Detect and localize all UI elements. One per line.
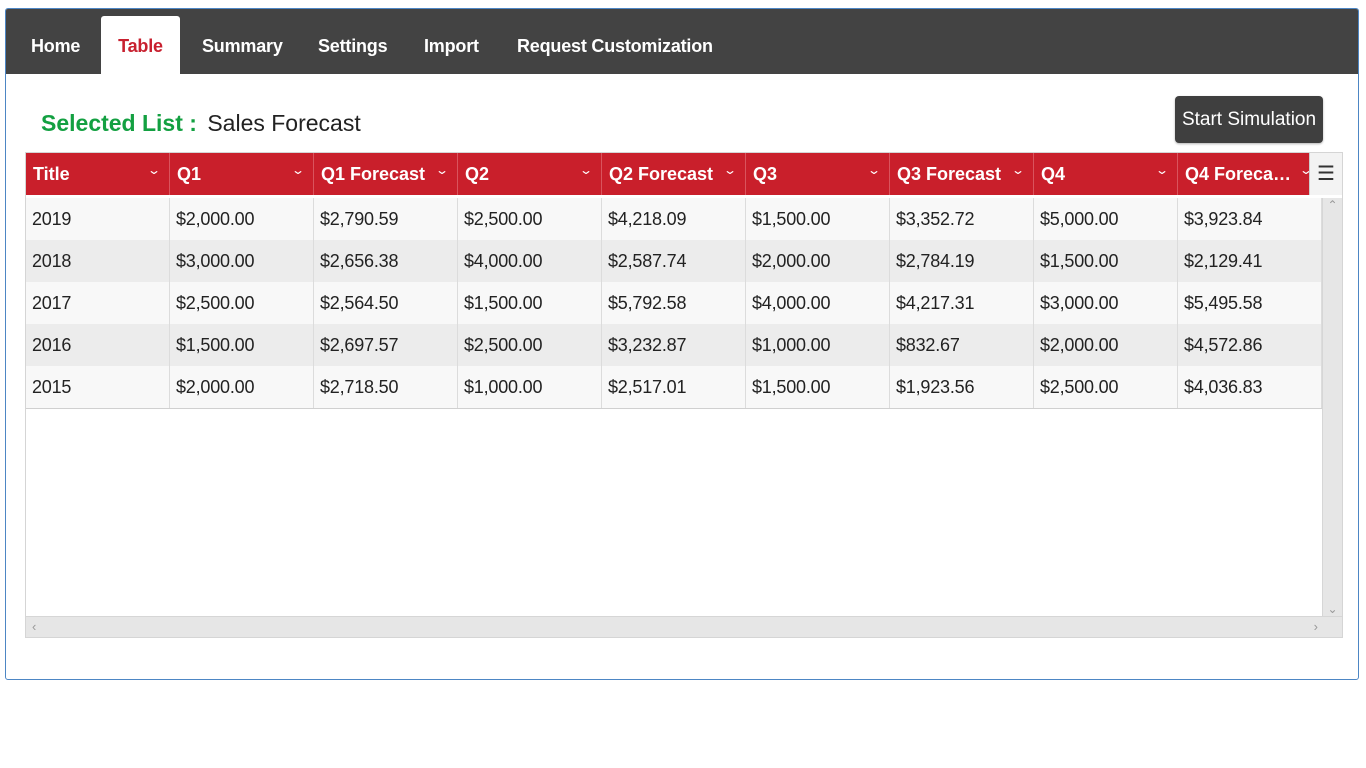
table-cell[interactable]: 2017 — [26, 282, 170, 324]
table-cell[interactable]: $1,500.00 — [458, 282, 602, 324]
tab-home[interactable]: Home — [31, 36, 81, 56]
table-cell[interactable]: $2,790.59 — [314, 198, 458, 240]
column-header[interactable]: Q1 ⌄ — [170, 153, 314, 195]
table-cell[interactable]: $2,000.00 — [1034, 324, 1178, 366]
chevron-down-icon[interactable]: ⌄ — [866, 163, 882, 177]
column-header-label: Q2 — [465, 164, 490, 184]
column-header-label: Q3 Forecast — [897, 164, 1002, 184]
table-cell[interactable]: $1,500.00 — [746, 198, 890, 240]
table-cell[interactable]: $2,587.74 — [602, 240, 746, 282]
app-frame: Home Table Summary Settings Import Reque… — [5, 8, 1359, 680]
selected-list-label: Selected List : — [41, 110, 197, 136]
table-cell[interactable]: $2,500.00 — [458, 198, 602, 240]
table-cell[interactable]: $2,000.00 — [170, 198, 314, 240]
column-header[interactable]: Q2 ⌄ — [458, 153, 602, 195]
chevron-down-icon[interactable]: ⌄ — [290, 163, 306, 177]
column-header-label: Q4 — [1041, 164, 1066, 184]
table-cell[interactable]: $1,500.00 — [746, 366, 890, 408]
chevron-down-icon[interactable]: ⌄ — [1010, 163, 1026, 177]
tab-request-customization[interactable]: Request Customization — [517, 36, 713, 56]
table-cell[interactable]: $1,000.00 — [746, 324, 890, 366]
table-row[interactable]: 2016 $1,500.00 $2,697.57 $2,500.00 $3,232.87… — [26, 324, 1322, 366]
tab-summary[interactable]: Summary — [202, 36, 283, 56]
table-cell[interactable]: $2,784.19 — [890, 240, 1034, 282]
table-cell[interactable]: $4,218.09 — [602, 198, 746, 240]
table-cell[interactable]: $1,500.00 — [1034, 240, 1178, 282]
scroll-left-icon[interactable]: ‹ — [32, 619, 37, 634]
table-cell[interactable]: 2019 — [26, 198, 170, 240]
column-header[interactable]: Q2 Forecast ⌄ — [602, 153, 746, 195]
chevron-down-icon[interactable]: ⌄ — [722, 163, 738, 177]
table-cell[interactable]: $3,232.87 — [602, 324, 746, 366]
start-simulation-button[interactable]: Start Simulation — [1175, 96, 1323, 143]
selected-list-value: Sales Forecast — [207, 110, 361, 136]
column-header[interactable]: Q1 Forecast ⌄ — [314, 153, 458, 195]
table-cell[interactable]: $832.67 — [890, 324, 1034, 366]
scroll-down-icon[interactable]: ⌄ — [1327, 602, 1338, 616]
scroll-right-icon[interactable]: › — [1313, 619, 1318, 634]
grid-header: Title ⌄ Q1 ⌄ Q1 Forecast ⌄ Q2 ⌄ Q2 Forecast ⌄ Q3 ⌄ Q… — [26, 153, 1322, 195]
tab-import[interactable]: Import — [424, 36, 479, 56]
table-cell[interactable]: $3,352.72 — [890, 198, 1034, 240]
vertical-scrollbar[interactable]: ⌃ ⌄ — [1322, 198, 1342, 616]
table-cell[interactable]: $2,129.41 — [1178, 240, 1322, 282]
column-header[interactable]: Q3 ⌄ — [746, 153, 890, 195]
table-row[interactable]: 2017 $2,500.00 $2,564.50 $1,500.00 $5,792.58… — [26, 282, 1322, 324]
data-grid: Title ⌄ Q1 ⌄ Q1 Forecast ⌄ Q2 ⌄ Q2 Forecast ⌄ Q3 ⌄ Q… — [25, 152, 1343, 638]
column-header-label: Title — [33, 164, 70, 184]
table-cell[interactable]: $2,500.00 — [170, 282, 314, 324]
table-cell[interactable]: $2,697.57 — [314, 324, 458, 366]
horizontal-scrollbar[interactable]: ‹ › — [26, 616, 1342, 637]
chevron-down-icon[interactable]: ⌄ — [434, 163, 450, 177]
table-cell[interactable]: $2,000.00 — [170, 366, 314, 408]
table-cell[interactable]: $2,000.00 — [746, 240, 890, 282]
table-cell[interactable]: $2,656.38 — [314, 240, 458, 282]
table-cell[interactable]: $4,217.31 — [890, 282, 1034, 324]
chevron-down-icon[interactable]: ⌄ — [1154, 163, 1170, 177]
column-header-label: Q3 — [753, 164, 778, 184]
table-cell[interactable]: $2,564.50 — [314, 282, 458, 324]
column-header-label: Q1 — [177, 164, 202, 184]
table-cell[interactable]: 2015 — [26, 366, 170, 408]
grid-body: 2019 $2,000.00 $2,790.59 $2,500.00 $4,218.09… — [26, 198, 1322, 408]
table-cell[interactable]: $2,718.50 — [314, 366, 458, 408]
hamburger-menu-icon[interactable]: ☰ — [1309, 153, 1342, 195]
table-cell[interactable]: 2018 — [26, 240, 170, 282]
table-cell[interactable]: $1,000.00 — [458, 366, 602, 408]
table-cell[interactable]: $3,000.00 — [170, 240, 314, 282]
column-header[interactable]: Q4 Forecast... ⌄ — [1178, 153, 1322, 195]
table-cell[interactable]: $4,572.86 — [1178, 324, 1322, 366]
column-header-label: Q2 Forecast — [609, 164, 714, 184]
chevron-down-icon[interactable]: ⌄ — [578, 163, 594, 177]
column-header-label: Q4 Forecast... — [1185, 164, 1297, 184]
table-row[interactable]: 2018 $3,000.00 $2,656.38 $4,000.00 $2,587.74… — [26, 240, 1322, 282]
table-row[interactable]: 2019 $2,000.00 $2,790.59 $2,500.00 $4,218.09… — [26, 198, 1322, 240]
tab-table[interactable]: Table — [101, 16, 180, 74]
table-cell[interactable]: $4,000.00 — [458, 240, 602, 282]
top-nav: Home Table Summary Settings Import Reque… — [6, 9, 1358, 74]
table-cell[interactable]: $2,500.00 — [1034, 366, 1178, 408]
table-cell[interactable]: 2016 — [26, 324, 170, 366]
table-cell[interactable]: $5,495.58 — [1178, 282, 1322, 324]
table-cell[interactable]: $5,792.58 — [602, 282, 746, 324]
scroll-up-icon[interactable]: ⌃ — [1327, 198, 1338, 212]
table-cell[interactable]: $2,500.00 — [458, 324, 602, 366]
grid-rows-divider — [26, 408, 1322, 409]
table-cell[interactable]: $3,000.00 — [1034, 282, 1178, 324]
column-header[interactable]: Title ⌄ — [26, 153, 170, 195]
table-cell[interactable]: $5,000.00 — [1034, 198, 1178, 240]
column-header[interactable]: Q4 ⌄ — [1034, 153, 1178, 195]
column-header-label: Q1 Forecast — [321, 164, 426, 184]
table-row[interactable]: 2015 $2,000.00 $2,718.50 $1,000.00 $2,517.01… — [26, 366, 1322, 408]
tab-settings[interactable]: Settings — [318, 36, 388, 56]
column-header[interactable]: Q3 Forecast ⌄ — [890, 153, 1034, 195]
table-cell[interactable]: $1,923.56 — [890, 366, 1034, 408]
chevron-down-icon[interactable]: ⌄ — [146, 163, 162, 177]
table-cell[interactable]: $4,036.83 — [1178, 366, 1322, 408]
table-cell[interactable]: $3,923.84 — [1178, 198, 1322, 240]
table-cell[interactable]: $2,517.01 — [602, 366, 746, 408]
selected-list-heading: Selected List : Sales Forecast — [41, 110, 361, 137]
table-cell[interactable]: $1,500.00 — [170, 324, 314, 366]
table-cell[interactable]: $4,000.00 — [746, 282, 890, 324]
